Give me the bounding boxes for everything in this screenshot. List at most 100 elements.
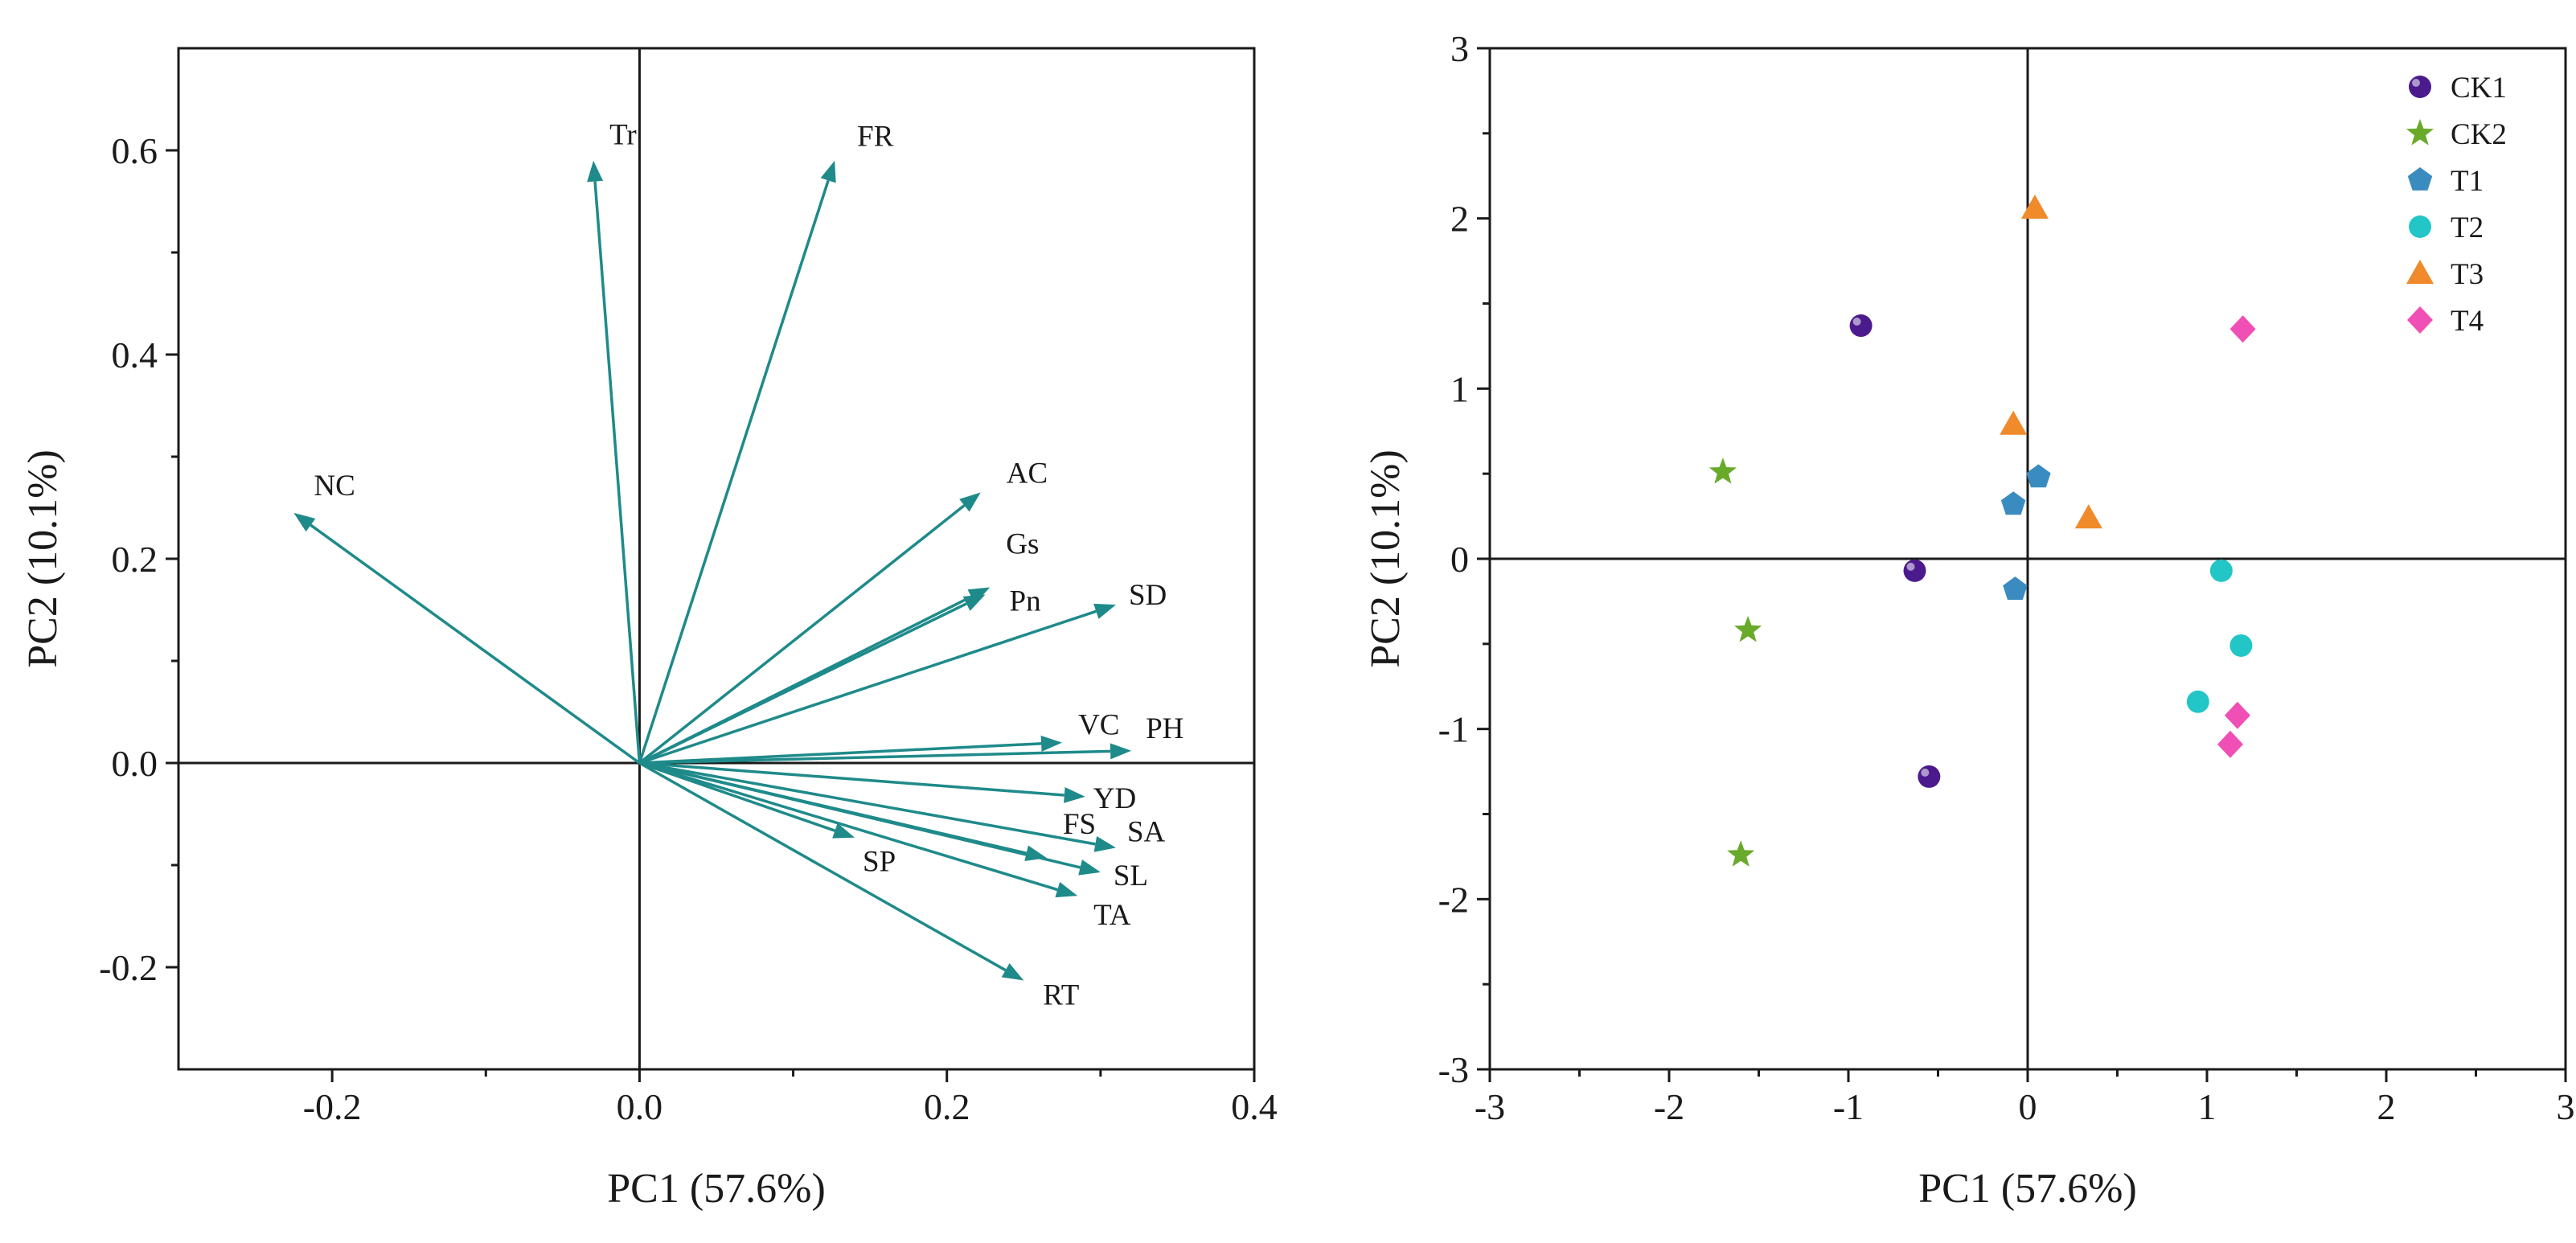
vector-line-pn <box>638 602 967 765</box>
vector-line-fr <box>638 179 830 764</box>
point-t4-1 <box>2229 315 2256 343</box>
vector-label-tr: Tr <box>609 119 637 152</box>
left-y-tick-label: 0.2 <box>112 539 158 580</box>
point-t1-3 <box>2003 576 2028 600</box>
legend-marker-ck2 <box>2406 119 2434 146</box>
vector-arrowhead-ph <box>1110 743 1132 760</box>
left-x-tick-label: -0.2 <box>303 1086 362 1127</box>
vector-arrowhead-yd <box>1064 786 1085 803</box>
vector-arrowhead-fr <box>820 160 836 183</box>
legend-label-t4: T4 <box>2451 305 2484 338</box>
right-y-tick-label: 2 <box>1450 199 1469 240</box>
vector-label-yd: YD <box>1093 782 1136 815</box>
vector-label-nc: NC <box>314 470 355 503</box>
point-t2-1 <box>2209 559 2233 582</box>
vector-arrowhead-pn <box>962 594 986 611</box>
point-t3-1 <box>2020 194 2049 219</box>
vector-line-tr <box>593 181 642 764</box>
loadings-tick-labels: -0.2 0.0 0.2 0.4 -0.2 0.0 0.2 0.4 0.6 <box>99 130 1278 1127</box>
vector-label-sl: SL <box>1114 859 1148 892</box>
scores-y-axis-title: PC2 (10.1%) <box>1363 449 1409 668</box>
vector-line-ac <box>638 504 966 765</box>
point-ck1-3 <box>1918 765 1941 788</box>
loadings-plot: -0.2 0.0 0.2 0.4 -0.2 0.0 0.2 0.4 0.6 Tr FR NC AC Gs… <box>20 47 1278 1212</box>
vector-line-nc <box>310 523 641 765</box>
point-t1-2 <box>2000 491 2026 515</box>
vector-line-sd <box>638 609 1097 765</box>
vector-line-ta <box>638 761 1058 892</box>
right-y-tick-label: 3 <box>1450 28 1469 69</box>
legend-marker-t3 <box>2406 260 2434 284</box>
point-ck1-1 <box>1849 314 1873 338</box>
point-ck2-3 <box>1727 840 1755 867</box>
point-t3-3 <box>2074 504 2102 529</box>
left-x-tick-label: 0.0 <box>617 1086 663 1127</box>
loadings-y-axis-title: PC2 (10.1%) <box>20 449 66 668</box>
right-y-tick-label: 1 <box>1450 368 1469 409</box>
right-x-tick-label: 0 <box>2019 1086 2037 1127</box>
vector-arrowhead-ac <box>959 492 981 512</box>
vector-arrowhead-sa <box>1093 836 1116 852</box>
vector-label-pn: Pn <box>1010 585 1041 617</box>
vector-arrowhead-nc <box>293 512 316 532</box>
point-t1-1 <box>2026 464 2051 488</box>
legend-label-t1: T1 <box>2451 165 2484 198</box>
vector-arrowhead-sl <box>1078 859 1101 876</box>
point-t4-2 <box>2224 701 2250 729</box>
right-y-tick-label: 0 <box>1450 539 1469 580</box>
vector-line-rt <box>638 761 1007 972</box>
vector-label-ph: PH <box>1146 712 1183 745</box>
point-ck2-1 <box>1708 457 1737 484</box>
vector-line-ph <box>639 749 1111 765</box>
legend-marker-t1 <box>2407 167 2433 191</box>
legend-label-t3: T3 <box>2451 258 2484 291</box>
point-t4-3 <box>2217 730 2243 758</box>
scores-plot: -3 -2 -1 0 1 2 3 -3 -2 -1 0 1 2 3 CK1 CK2 T1 T2 T3 T4 PC1 … <box>1363 28 2575 1212</box>
legend-label-ck2: CK2 <box>2451 118 2507 151</box>
vector-label-rt: RT <box>1043 979 1079 1012</box>
point-ck1-2 <box>1903 559 1926 582</box>
vector-label-ta: TA <box>1093 899 1131 932</box>
right-y-tick-label: -2 <box>1438 879 1469 920</box>
left-x-tick-label: 0.4 <box>1231 1086 1278 1127</box>
vector-line-sa <box>639 761 1096 846</box>
right-y-tick-label: -1 <box>1438 709 1469 750</box>
right-x-tick-label: 2 <box>2377 1086 2396 1127</box>
loadings-tick-marks <box>166 149 1256 1082</box>
vector-line-yd <box>639 761 1064 797</box>
left-y-tick-label: 0.4 <box>112 334 158 375</box>
vector-arrowhead-rt <box>1001 962 1024 981</box>
scores-tick-labels: -3 -2 -1 0 1 2 3 -3 -2 -1 0 1 2 3 <box>1438 28 2575 1127</box>
right-x-tick-label: -2 <box>1654 1086 1684 1127</box>
vector-line-sl <box>639 761 1081 869</box>
point-t2-2 <box>2229 634 2253 657</box>
vector-arrowhead-sd <box>1093 603 1116 619</box>
vector-label-ac: AC <box>1007 457 1048 490</box>
legend-marker-t2 <box>2409 215 2431 238</box>
scores-x-axis-title: PC1 (57.6%) <box>1918 1166 2137 1212</box>
left-x-tick-label: 0.2 <box>924 1086 970 1127</box>
vector-label-gs: Gs <box>1006 528 1039 561</box>
point-ck2-2 <box>1734 615 1762 642</box>
right-x-tick-label: -3 <box>1475 1086 1505 1127</box>
point-t2-3 <box>2186 690 2209 713</box>
scores-legend: CK1 CK2 T1 T2 T3 T4 <box>2406 72 2507 338</box>
right-x-tick-label: 3 <box>2557 1086 2575 1127</box>
scores-tick-marks <box>1477 47 2567 1082</box>
vector-arrowhead-ta <box>1055 881 1078 898</box>
vector-label-sp: SP <box>863 846 896 879</box>
right-y-tick-label: -3 <box>1438 1049 1469 1090</box>
vector-label-vc: VC <box>1078 709 1119 742</box>
left-y-tick-label: -0.2 <box>99 947 158 988</box>
vector-label-sa: SA <box>1127 815 1166 848</box>
vector-label-sd: SD <box>1129 579 1167 612</box>
legend-marker-t4 <box>2407 306 2433 334</box>
loadings-zero-lines <box>178 48 1254 1069</box>
vector-arrowhead-tr <box>587 160 604 183</box>
legend-label-t2: T2 <box>2451 211 2484 244</box>
scores-points <box>1708 194 2256 867</box>
vector-arrowhead-sp <box>832 823 855 839</box>
vector-label-fr: FR <box>857 121 894 154</box>
